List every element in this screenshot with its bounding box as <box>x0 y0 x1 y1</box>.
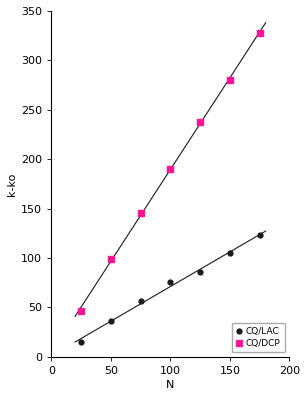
CQ/DCP <box>139 210 142 215</box>
Line: CQ/DCP: CQ/DCP <box>78 29 263 314</box>
Legend: CQ/LAC, CQ/DCP: CQ/LAC, CQ/DCP <box>232 323 285 353</box>
CQ/DCP <box>169 167 172 172</box>
CQ/DCP <box>79 309 83 314</box>
Y-axis label: k-ko: k-ko <box>7 172 17 196</box>
CQ/LAC <box>169 279 172 284</box>
CQ/LAC <box>109 319 113 324</box>
X-axis label: N: N <box>166 380 175 390</box>
CQ/LAC <box>198 270 202 274</box>
CQ/DCP <box>109 256 113 261</box>
CQ/LAC <box>228 251 232 255</box>
CQ/DCP <box>198 119 202 124</box>
CQ/LAC <box>258 233 262 238</box>
CQ/DCP <box>258 30 262 35</box>
CQ/LAC <box>79 340 83 345</box>
Line: CQ/LAC: CQ/LAC <box>79 233 262 345</box>
CQ/LAC <box>139 298 142 303</box>
CQ/DCP <box>228 78 232 83</box>
